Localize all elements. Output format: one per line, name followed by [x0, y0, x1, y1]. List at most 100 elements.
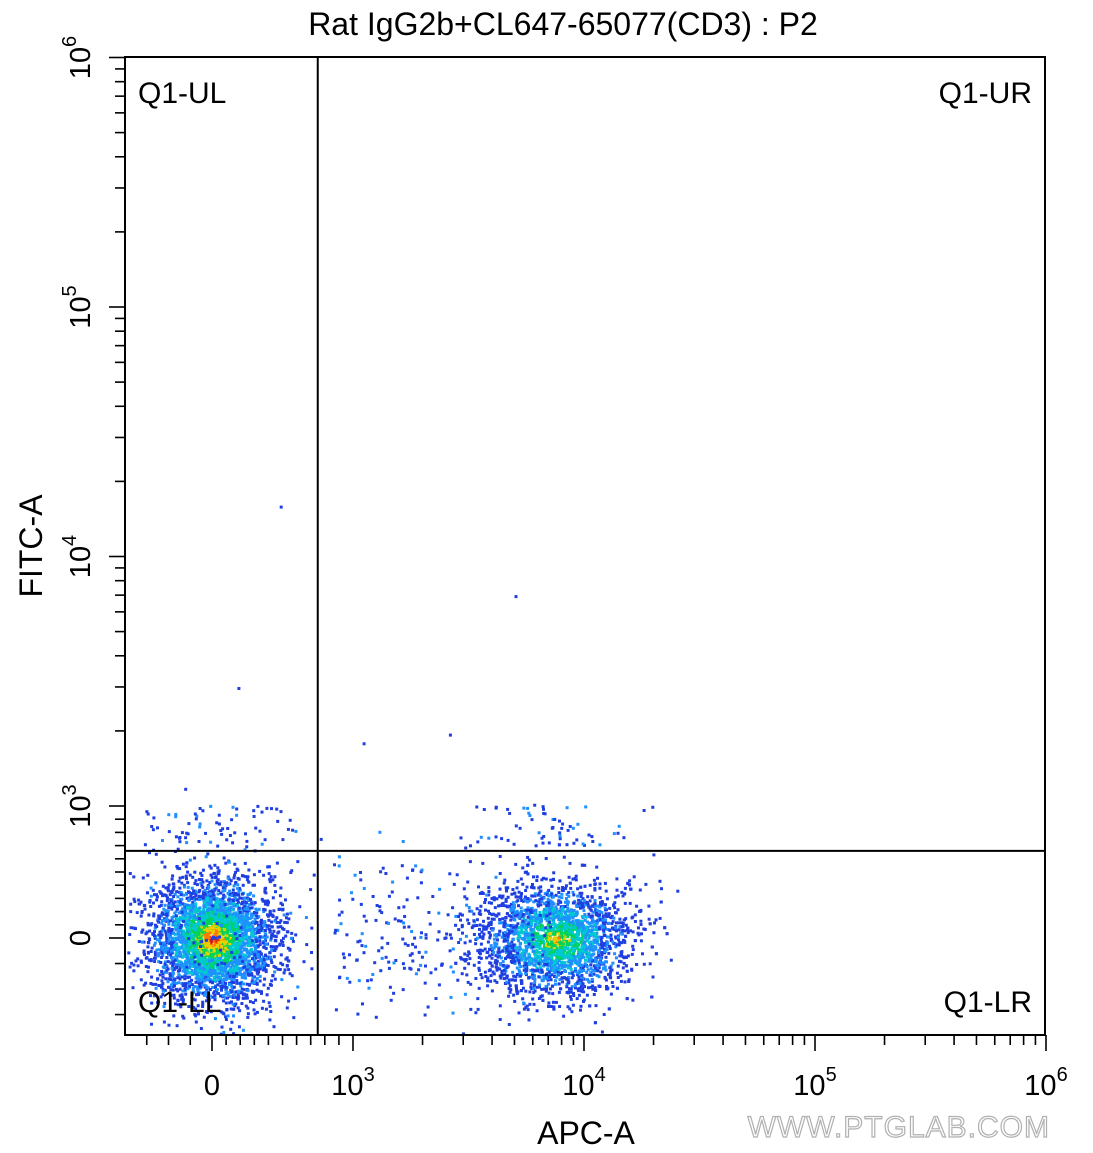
event-dot [159, 961, 163, 964]
event-dot [271, 878, 275, 882]
event-dot [211, 904, 215, 908]
event-dot [181, 875, 185, 879]
event-dot [234, 990, 238, 994]
event-dot [258, 979, 262, 983]
event-dot [254, 998, 258, 1002]
event-dot [167, 883, 171, 887]
event-dot [165, 938, 169, 942]
event-dot [284, 957, 288, 961]
event-dot [270, 961, 274, 964]
event-dot [148, 851, 151, 855]
event-dot [249, 925, 252, 929]
event-dot [174, 981, 178, 985]
event-dot [217, 961, 221, 965]
event-dot [202, 925, 206, 929]
event-dot [519, 979, 523, 983]
event-dot [244, 1004, 248, 1008]
event-dot [215, 988, 219, 991]
event-dot [676, 889, 680, 893]
event-dot [627, 978, 631, 982]
event-dot [588, 883, 592, 887]
event-dot [574, 919, 578, 923]
event-dot [529, 975, 533, 979]
event-dot [249, 898, 253, 901]
event-dot [238, 896, 242, 900]
event-dot [247, 923, 251, 927]
event-dot [267, 918, 271, 922]
event-dot [186, 870, 190, 874]
event-dot [167, 920, 170, 924]
event-dot [192, 889, 196, 893]
event-dot [236, 993, 240, 997]
event-dot [216, 866, 220, 870]
event-dot [273, 970, 277, 974]
event-dot [210, 914, 214, 917]
event-dot [178, 876, 182, 880]
event-dot [243, 974, 247, 978]
event-dot [269, 912, 272, 916]
event-dot [151, 888, 155, 892]
event-dot [181, 1000, 185, 1004]
event-dot [228, 942, 232, 946]
event-dot [180, 910, 184, 914]
event-dot [230, 908, 234, 912]
event-dot [524, 918, 528, 922]
event-dot [150, 1001, 154, 1005]
event-dot [212, 893, 216, 897]
event-dot [280, 978, 284, 982]
event-dot [446, 913, 450, 917]
event-dot [210, 875, 214, 879]
event-dot [194, 980, 198, 984]
event-dot [245, 982, 249, 986]
event-dot [201, 959, 205, 963]
event-dot [595, 904, 599, 908]
event-dot [600, 924, 604, 928]
event-dot [233, 873, 237, 877]
event-dot [230, 960, 234, 964]
event-dot [615, 921, 618, 925]
event-dot [240, 987, 244, 991]
event-dot [639, 939, 643, 943]
event-dot [195, 922, 199, 926]
event-dot [232, 956, 236, 960]
event-dot [269, 938, 273, 942]
event-dot [267, 1001, 271, 1005]
event-dot [188, 985, 191, 989]
event-dot [164, 911, 168, 915]
event-dot [187, 927, 191, 931]
event-dot [587, 915, 591, 919]
event-dot [528, 1002, 532, 1006]
event-dot [216, 967, 220, 970]
event-dot [251, 976, 255, 980]
event-dot [173, 892, 177, 896]
event-dot [272, 964, 276, 968]
event-dot [621, 966, 625, 970]
event-dot [239, 946, 243, 950]
event-dot [237, 890, 241, 894]
event-dot [188, 921, 192, 925]
event-dot [495, 934, 499, 938]
event-dot [155, 938, 159, 942]
event-dot [237, 989, 241, 993]
event-dot [195, 907, 199, 911]
event-dot [251, 965, 254, 969]
event-dot [190, 1005, 194, 1008]
event-dot [216, 983, 220, 987]
event-dot [590, 921, 593, 925]
event-dot [252, 981, 256, 985]
event-dot [554, 1000, 558, 1004]
event-dot [217, 902, 221, 906]
event-dot [175, 917, 179, 921]
event-dot [209, 899, 213, 903]
event-dot [217, 889, 221, 892]
event-dot [517, 961, 521, 965]
event-dot [223, 969, 227, 973]
event-dot [533, 925, 537, 929]
event-dot [153, 930, 156, 934]
event-dot [617, 938, 621, 942]
event-dot [517, 890, 521, 894]
event-dot [218, 971, 222, 975]
event-dot [547, 888, 551, 892]
event-dot [600, 953, 604, 957]
event-dot [196, 992, 200, 996]
